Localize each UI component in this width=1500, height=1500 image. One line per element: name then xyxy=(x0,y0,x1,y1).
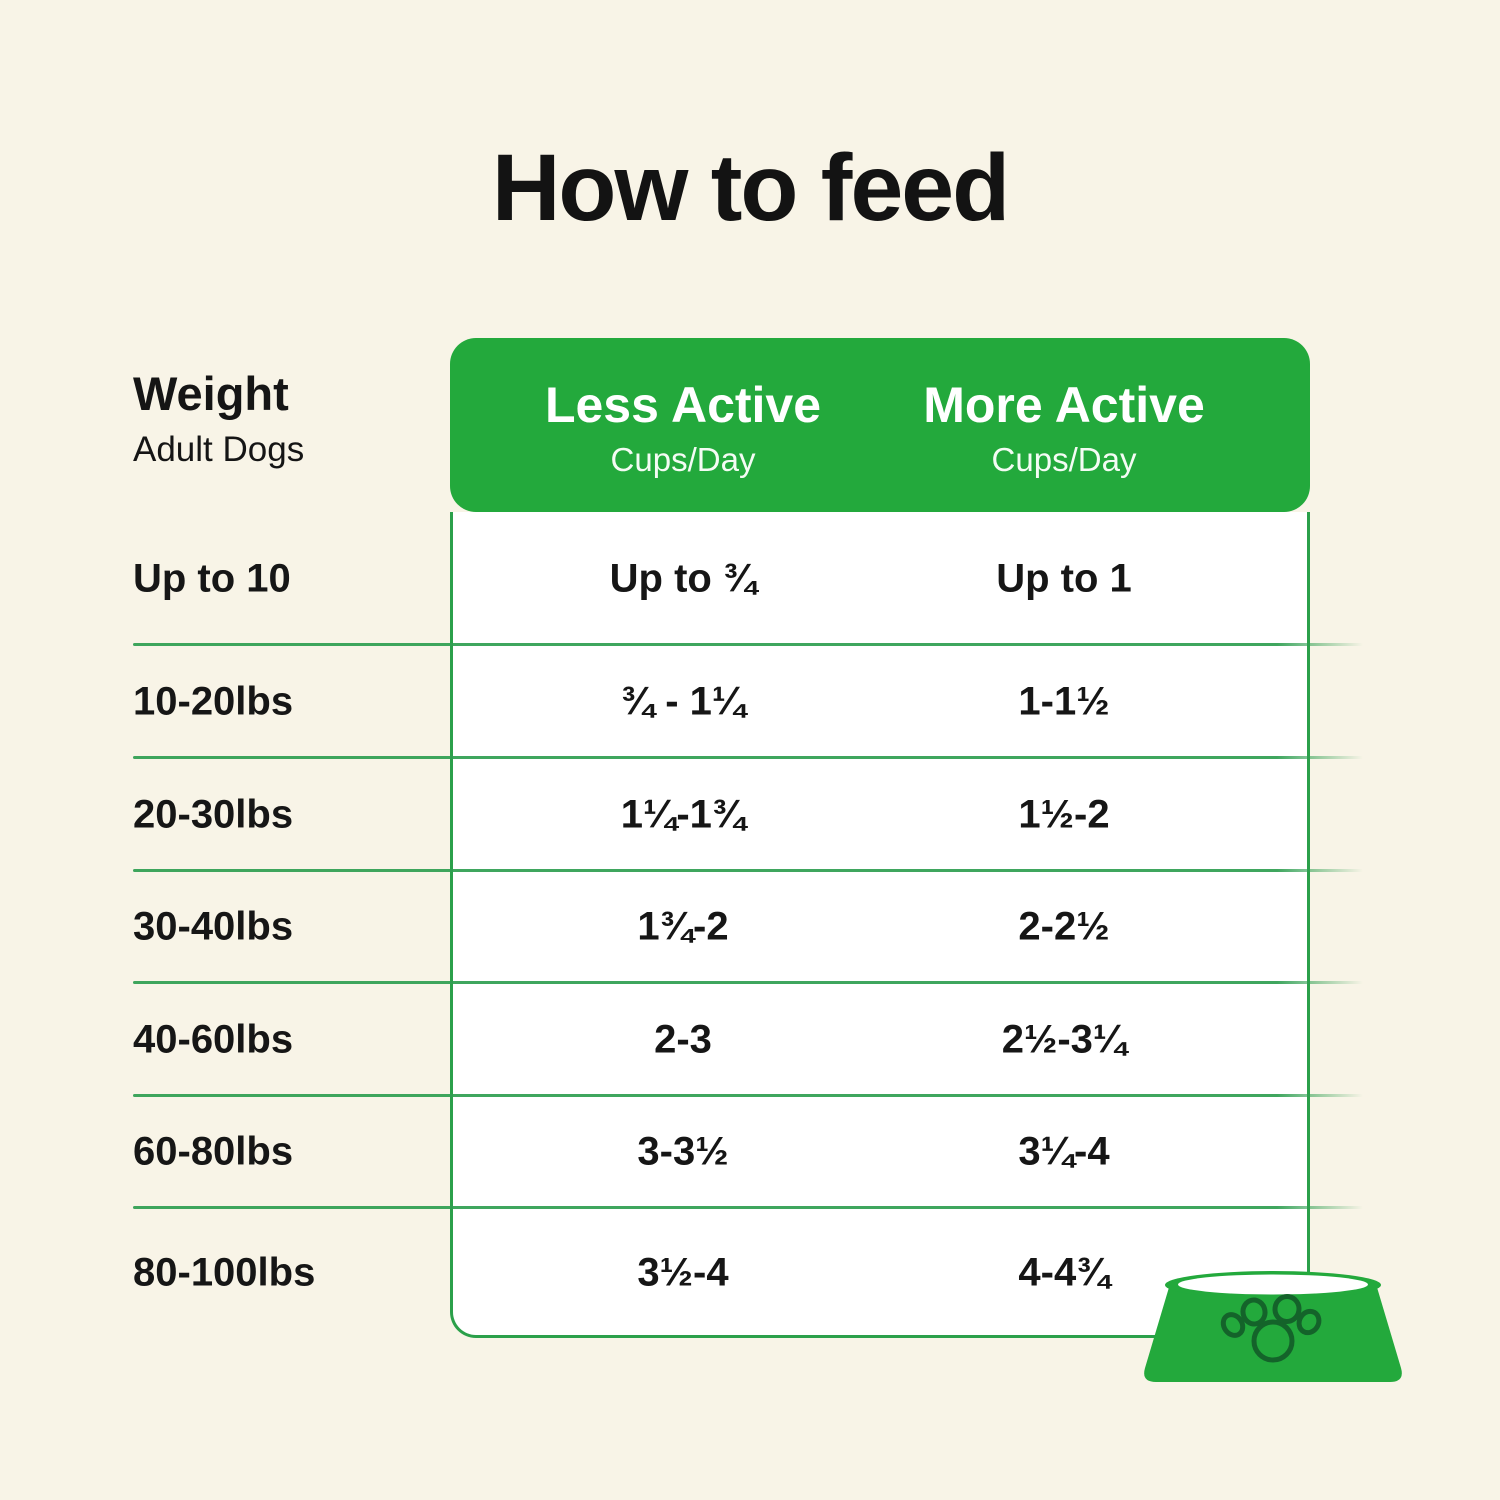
weight-cell: 20-30lbs xyxy=(133,792,294,836)
feeding-table-rows: Up to 10 Up to ¾ Up to 1 10-20lbs ¾ - 1¼… xyxy=(133,512,1363,1338)
table-row: 20-30lbs 1¼-1¾ 1½-2 xyxy=(133,758,1363,871)
row-divider xyxy=(133,1206,1363,1209)
more-active-cell: 3¼-4 xyxy=(1018,1129,1110,1174)
less-active-label: Less Active xyxy=(544,377,822,433)
less-active-cell: ¾ - 1¼ xyxy=(620,679,746,723)
dog-bowl-icon xyxy=(1144,1271,1402,1382)
table-row: 30-40lbs 1¾-2 2-2½ xyxy=(133,871,1363,983)
less-active-cell: 1¾-2 xyxy=(637,904,729,949)
paw-print-icon xyxy=(1220,1294,1322,1363)
table-row: 10-20lbs ¾ - 1¼ 1-1½ xyxy=(133,645,1363,758)
table-row: 40-60lbs 2-3 2½-3¼ xyxy=(133,983,1363,1096)
more-active-cell: 4-4¾ xyxy=(1018,1250,1110,1295)
column-header-more-active: More Active Cups/Day xyxy=(838,378,1290,479)
more-active-cell: 2-2½ xyxy=(1018,904,1110,949)
column-header-less-active: Less Active Cups/Day xyxy=(450,378,916,479)
weight-sublabel: Adult Dogs xyxy=(133,429,305,469)
weight-column-header: Weight Adult Dogs xyxy=(133,368,304,470)
more-active-cell: 1-1½ xyxy=(1018,679,1110,723)
less-active-cell: 1¼-1¾ xyxy=(620,792,746,836)
less-active-cell: 3½-4 xyxy=(637,1250,729,1295)
more-active-cell: 2½-3¼ xyxy=(1001,1017,1127,1061)
weight-cell: Up to 10 xyxy=(133,556,291,600)
page-title: How to feed xyxy=(491,135,1010,241)
table-header-band: Less Active Cups/Day More Active Cups/Da… xyxy=(450,338,1310,512)
table-row: 80-100lbs 3½-4 4-4¾ xyxy=(133,1208,1363,1338)
less-active-cell: 2-3 xyxy=(654,1017,712,1061)
weight-cell: 40-60lbs xyxy=(133,1017,294,1061)
row-divider xyxy=(133,981,1363,984)
row-divider xyxy=(133,643,1363,646)
more-active-cell: Up to 1 xyxy=(996,556,1132,600)
more-active-label: More Active xyxy=(923,377,1205,433)
weight-cell: 60-80lbs xyxy=(133,1129,294,1174)
row-divider xyxy=(133,869,1363,872)
row-divider xyxy=(133,1094,1363,1097)
less-active-units: Cups/Day xyxy=(610,441,756,478)
weight-label: Weight xyxy=(133,367,289,420)
more-active-units: Cups/Day xyxy=(991,441,1137,478)
row-divider xyxy=(133,756,1363,759)
weight-cell: 30-40lbs xyxy=(133,904,294,949)
table-row: 60-80lbs 3-3½ 3¼-4 xyxy=(133,1096,1363,1208)
less-active-cell: Up to ¾ xyxy=(609,556,757,600)
weight-cell: 10-20lbs xyxy=(133,679,294,723)
feeding-table-panel xyxy=(450,512,1310,1338)
weight-cell: 80-100lbs xyxy=(133,1250,316,1295)
table-row: Up to 10 Up to ¾ Up to 1 xyxy=(133,512,1363,645)
more-active-cell: 1½-2 xyxy=(1018,792,1110,836)
less-active-cell: 3-3½ xyxy=(637,1129,729,1174)
